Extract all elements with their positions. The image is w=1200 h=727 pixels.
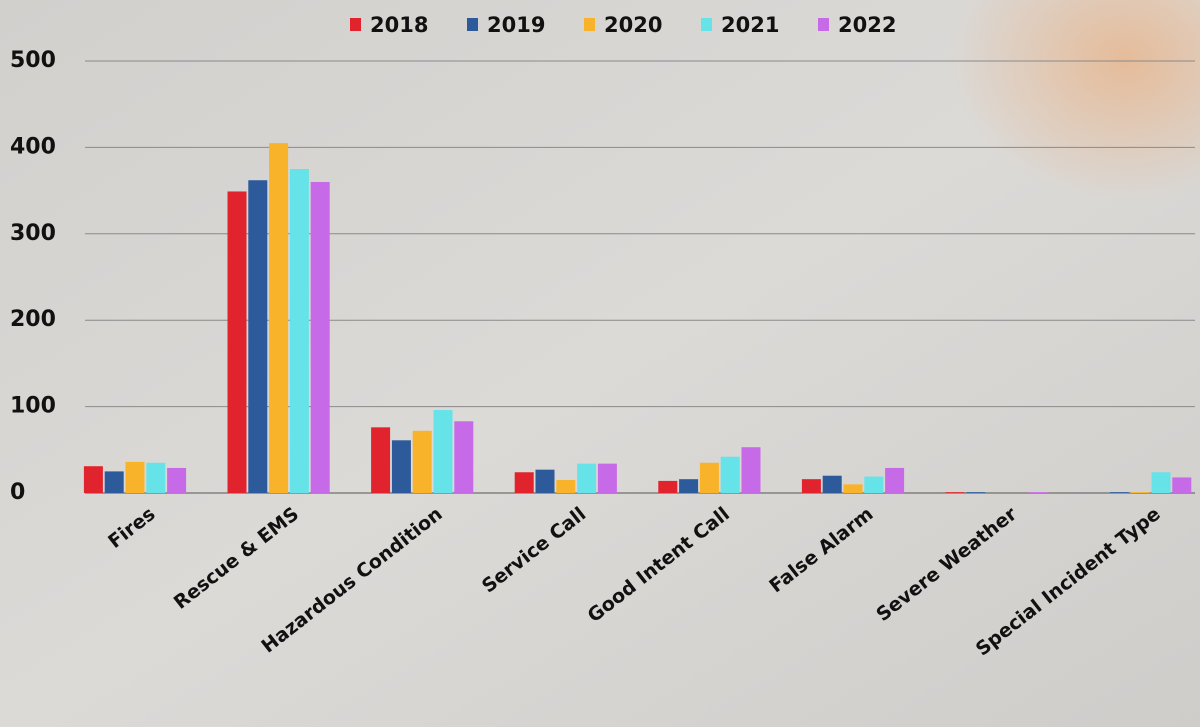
- bar: [269, 143, 289, 493]
- bar: [1151, 472, 1171, 493]
- bar: [167, 467, 187, 493]
- bar: [514, 472, 534, 493]
- bar: [597, 463, 617, 493]
- bar: [658, 480, 678, 493]
- legend-label: 2021: [721, 13, 779, 37]
- bar: [1130, 492, 1150, 493]
- y-tick-label: 0: [10, 480, 25, 505]
- legend-swatch: [701, 18, 712, 31]
- bar: [945, 492, 965, 493]
- legend-label: 2020: [604, 13, 662, 37]
- bar: [125, 461, 145, 493]
- bar: [1172, 477, 1192, 493]
- bar: [227, 191, 247, 494]
- bar: [699, 462, 719, 493]
- y-tick-label: 100: [10, 394, 56, 419]
- bar: [1109, 492, 1129, 493]
- bar: [83, 466, 103, 493]
- y-tick-label: 200: [10, 307, 56, 332]
- bar: [556, 480, 576, 493]
- legend-swatch: [467, 18, 478, 31]
- legend-label: 2019: [487, 13, 545, 37]
- bar: [146, 462, 166, 493]
- bar: [433, 410, 453, 493]
- bar: [679, 479, 699, 493]
- bar: [104, 471, 124, 493]
- legend-swatch: [350, 18, 361, 31]
- bar: [741, 447, 761, 493]
- bar: [371, 427, 391, 493]
- bar: [454, 421, 474, 493]
- legend-label: 2022: [838, 13, 896, 37]
- legend-swatch: [818, 18, 829, 31]
- bar: [1028, 492, 1048, 493]
- bar: [310, 181, 330, 493]
- bar: [391, 440, 411, 493]
- bar: [535, 469, 555, 493]
- legend-swatch: [584, 18, 595, 31]
- legend-label: 2018: [370, 13, 428, 37]
- bar: [412, 430, 432, 493]
- bar: [248, 180, 268, 493]
- background-glow: [700, 0, 1200, 400]
- bar: [843, 484, 863, 493]
- bar: [885, 467, 905, 493]
- y-tick-label: 400: [10, 134, 56, 159]
- bar: [720, 456, 740, 493]
- bar: [966, 492, 986, 493]
- bar: [822, 475, 842, 493]
- bar: [801, 479, 821, 493]
- bar: [864, 476, 884, 493]
- y-tick-label: 300: [10, 221, 56, 246]
- bar: [289, 169, 309, 493]
- bar: [577, 463, 597, 493]
- y-tick-label: 500: [10, 48, 56, 73]
